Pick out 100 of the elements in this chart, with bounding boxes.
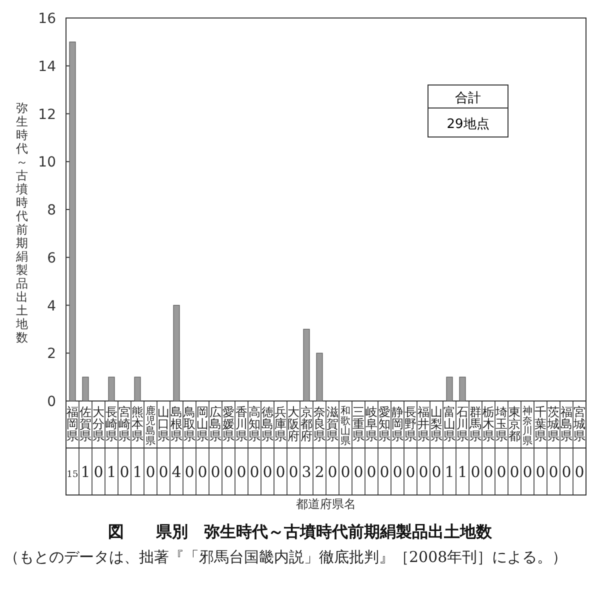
bar: [108, 376, 115, 402]
data-label: 0: [354, 463, 364, 481]
x-tick-label: 長崎県: [106, 405, 118, 443]
x-tick-label: 熊本県: [132, 405, 144, 443]
data-label: 0: [236, 463, 246, 481]
bar: [173, 304, 180, 402]
data-label: 0: [210, 463, 220, 481]
y-tick-label: 4: [47, 298, 56, 314]
data-label: 0: [548, 463, 558, 481]
x-tick-label: 宮城県: [572, 405, 586, 443]
data-label: 0: [562, 463, 572, 481]
x-tick-label: 奈良県: [314, 405, 326, 443]
y-tick-label: 6: [47, 250, 56, 266]
x-tick-label: 滋賀県: [326, 405, 338, 443]
data-label: 4: [172, 463, 182, 481]
x-tick-label: 大分県: [92, 405, 104, 443]
x-axis-title: 都道府県名: [296, 497, 356, 511]
x-tick-label: 栃木県: [482, 405, 494, 443]
data-label: 0: [120, 463, 130, 481]
y-tick-label: 10: [38, 154, 56, 171]
data-label: 0: [522, 463, 532, 481]
data-label: 1: [80, 463, 90, 481]
bar: [134, 376, 141, 402]
x-tick-label: 静岡県: [392, 405, 404, 443]
data-label: 0: [406, 463, 416, 481]
data-label: 0: [94, 463, 104, 481]
data-label: 0: [276, 463, 286, 481]
data-label: 0: [380, 463, 390, 481]
bar: [303, 328, 310, 402]
text: （もとのデータは、拙著『「邪馬台国畿内説」徹底批判』［2008年刊］による。）: [4, 548, 568, 566]
x-tick-label: 群馬県: [468, 405, 482, 443]
data-label: 0: [198, 463, 208, 481]
x-tick-label: 愛知県: [378, 405, 390, 443]
data-label: 0: [392, 463, 402, 481]
data-label: 0: [536, 463, 546, 481]
x-tick-label: 福井県: [418, 405, 430, 443]
data-label: 1: [458, 463, 468, 481]
data-label: 1: [132, 463, 142, 481]
data-label: 0: [418, 463, 428, 481]
x-tick-label: 長野県: [404, 405, 416, 443]
x-tick-label: 広島県: [210, 405, 222, 443]
data-label: 0: [250, 463, 260, 481]
annotation: 29地点: [446, 117, 490, 132]
x-tick-label: 大阪府: [288, 405, 300, 443]
data-label: 3: [302, 463, 312, 481]
data-label: 0: [496, 463, 506, 481]
data-label: 0: [510, 463, 520, 481]
data-label: 0: [224, 463, 234, 481]
x-tick-label: 鹿児島県: [146, 405, 156, 447]
x-tick-label: 山口県: [158, 405, 170, 443]
x-tick-label: 埼玉県: [494, 405, 508, 443]
data-label: 0: [158, 463, 168, 481]
data-label: 2: [314, 463, 324, 481]
x-tick-label: 東京都: [508, 405, 520, 443]
y-tick-label: 14: [38, 58, 56, 75]
data-label: 15: [66, 470, 78, 480]
x-tick-label: 和歌山県: [340, 405, 350, 447]
y-tick-label: 2: [47, 346, 56, 362]
annotation: 合計: [455, 91, 481, 106]
x-tick-label: 岐阜県: [366, 405, 378, 443]
x-tick-label: 宮崎県: [118, 405, 130, 443]
x-tick-label: 愛媛県: [222, 405, 234, 443]
x-tick-label: 神奈川県: [522, 405, 532, 447]
bar: [446, 376, 453, 402]
bar: [459, 376, 466, 402]
x-tick-label: 香川県: [236, 405, 248, 443]
data-label: 1: [106, 463, 116, 481]
text: 図 県別 弥生時代～古墳時代前期絹製品出土地数: [108, 522, 493, 541]
data-label: 0: [184, 463, 194, 481]
x-tick-label: 富山県: [444, 405, 456, 443]
x-tick-label: 石川県: [456, 405, 468, 443]
data-label: 0: [574, 463, 584, 481]
bar: [316, 352, 323, 402]
data-label: 0: [340, 463, 350, 481]
x-tick-label: 兵庫県: [274, 405, 286, 443]
data-label: 1: [444, 463, 454, 481]
text: 弥生時代～古墳時代前期絹製品出土地数: [16, 101, 28, 344]
data-label: 0: [288, 463, 298, 481]
x-tick-label: 佐賀県: [80, 405, 92, 443]
x-tick-label: 徳島県: [262, 405, 274, 443]
y-tick-label: 8: [47, 202, 56, 218]
x-tick-label: 鳥取県: [182, 405, 196, 443]
y-tick-label: 0: [47, 394, 56, 410]
data-label: 0: [146, 463, 156, 481]
data-label: 0: [328, 463, 338, 481]
x-tick-label: 三重県: [352, 405, 364, 443]
x-tick-label: 岡山県: [196, 405, 208, 443]
data-label: 0: [366, 463, 376, 481]
data-label: 0: [262, 463, 272, 481]
y-tick-label: 12: [38, 106, 56, 123]
x-tick-label: 福島県: [560, 405, 572, 443]
x-tick-label: 福岡県: [66, 405, 78, 443]
data-label: 0: [432, 463, 442, 481]
x-tick-label: 茨城県: [546, 405, 560, 443]
data-label: 0: [470, 463, 480, 481]
bar: [82, 376, 89, 402]
bar: [69, 42, 76, 402]
data-label: 0: [484, 463, 494, 481]
x-tick-label: 京都府: [300, 405, 312, 443]
y-tick-label: 16: [38, 11, 56, 27]
